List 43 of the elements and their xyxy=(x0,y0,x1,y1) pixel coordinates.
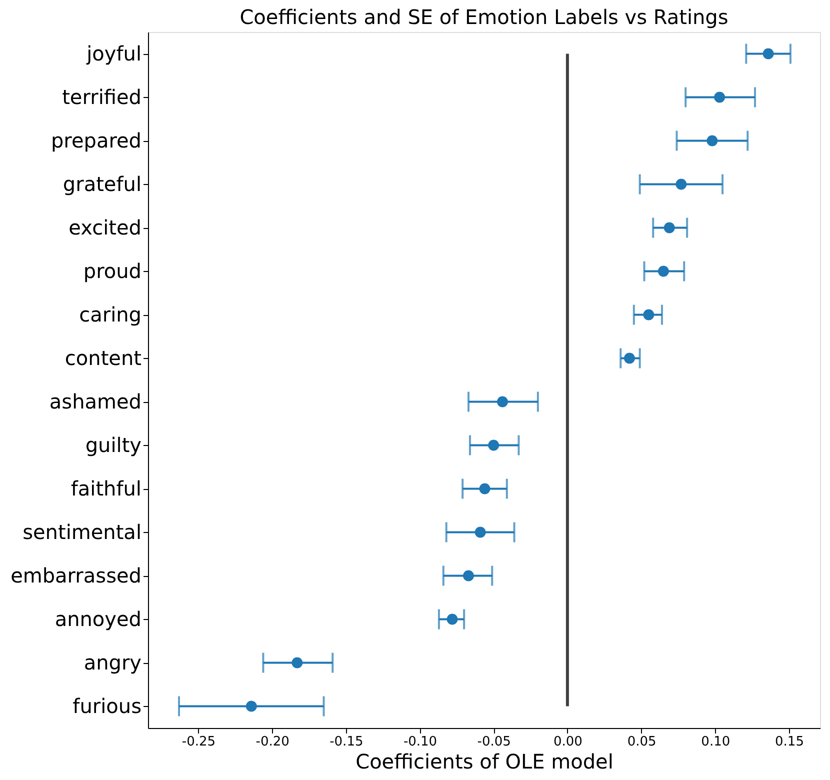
point xyxy=(643,309,654,320)
y-tick-label: ashamed xyxy=(49,389,142,414)
point xyxy=(714,92,726,103)
x-tick-label: -0.20 xyxy=(256,734,290,750)
point xyxy=(624,352,635,364)
point xyxy=(292,657,303,668)
point xyxy=(474,526,486,538)
y-tick-label: annoyed xyxy=(54,606,142,631)
x-axis-title: Coefficients of OLE model xyxy=(356,750,614,774)
point xyxy=(762,48,774,60)
y-tick-label: guilty xyxy=(85,432,142,457)
chart-title: Coefficients and SE of Emotion Labels vs Ratings xyxy=(240,5,728,29)
y-tick-label: prepared xyxy=(50,128,142,152)
x-tick-label: -0.25 xyxy=(182,734,216,750)
x-tick-label: -0.10 xyxy=(403,734,438,750)
x-tick-label: 0.10 xyxy=(701,734,730,750)
point xyxy=(488,440,500,451)
y-tick-label: furious xyxy=(72,694,142,718)
point xyxy=(676,178,687,190)
point xyxy=(463,570,474,582)
y-tick-label: proud xyxy=(83,258,142,283)
y-tick-label: sentimental xyxy=(22,520,142,544)
x-tick-label: 0.15 xyxy=(775,734,804,750)
y-tick-label: content xyxy=(64,346,142,370)
y-tick-label: embarrassed xyxy=(10,563,142,588)
point xyxy=(664,222,675,234)
point xyxy=(446,614,458,625)
point xyxy=(706,135,718,146)
point xyxy=(658,266,669,277)
y-tick-label: caring xyxy=(79,302,142,326)
point xyxy=(479,483,490,494)
x-tick-label: 0.05 xyxy=(627,734,656,750)
y-tick-label: joyful xyxy=(86,41,142,66)
y-tick-label: angry xyxy=(84,650,142,674)
y-tick-label: faithful xyxy=(70,476,142,500)
x-tick-label: -0.15 xyxy=(330,734,364,750)
x-tick-label: 0.00 xyxy=(553,734,582,750)
y-tick-label: grateful xyxy=(62,172,142,196)
y-tick-label: terrified xyxy=(62,84,142,109)
y-tick-label: excited xyxy=(68,215,142,240)
x-tick-label: -0.05 xyxy=(477,734,511,750)
point xyxy=(246,700,257,712)
point xyxy=(496,396,508,408)
